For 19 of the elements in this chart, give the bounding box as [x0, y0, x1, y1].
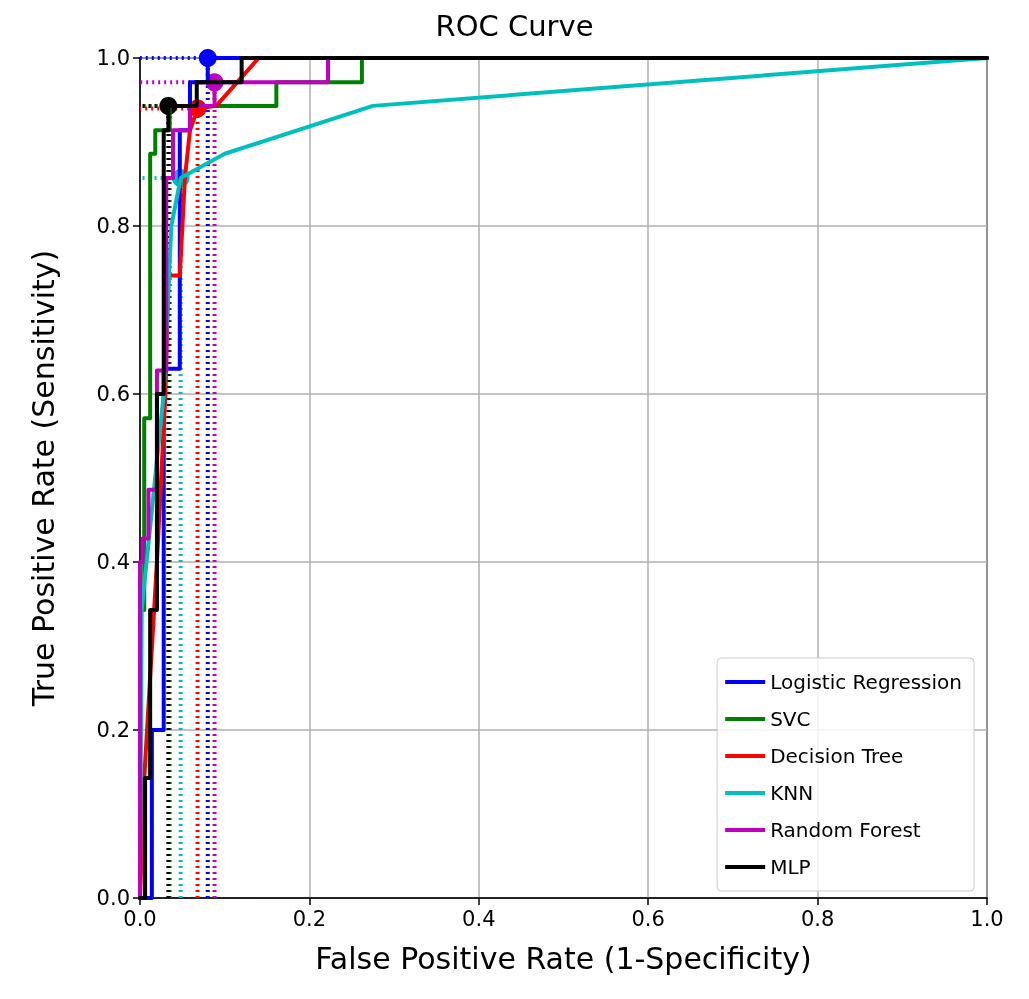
chart-title: ROC Curve [435, 8, 594, 43]
legend-label: Random Forest [770, 818, 921, 842]
x-tick-label: 1.0 [970, 906, 1004, 931]
x-tick-label: 0.4 [462, 906, 496, 931]
y-tick-label: 1.0 [96, 46, 130, 70]
legend-label: KNN [770, 781, 814, 805]
y-axis-title: True Positive Rate (Sensitivity) [25, 249, 61, 708]
legend-label: Logistic Regression [770, 670, 963, 694]
y-tick-label: 0.8 [96, 214, 130, 238]
y-tick-label: 0.2 [96, 718, 130, 742]
legend-label: SVC [770, 707, 811, 731]
legend-label: Decision Tree [770, 744, 904, 768]
x-axis-title: False Positive Rate (1-Specificity) [315, 940, 812, 976]
legend-label: MLP [770, 855, 811, 879]
y-tick-label: 0.4 [96, 550, 130, 574]
y-tick-label: 0.6 [96, 382, 130, 406]
x-tick-label: 0.8 [800, 906, 835, 931]
x-tick-label: 0.6 [631, 906, 665, 931]
x-tick-label: 0.2 [292, 906, 327, 931]
